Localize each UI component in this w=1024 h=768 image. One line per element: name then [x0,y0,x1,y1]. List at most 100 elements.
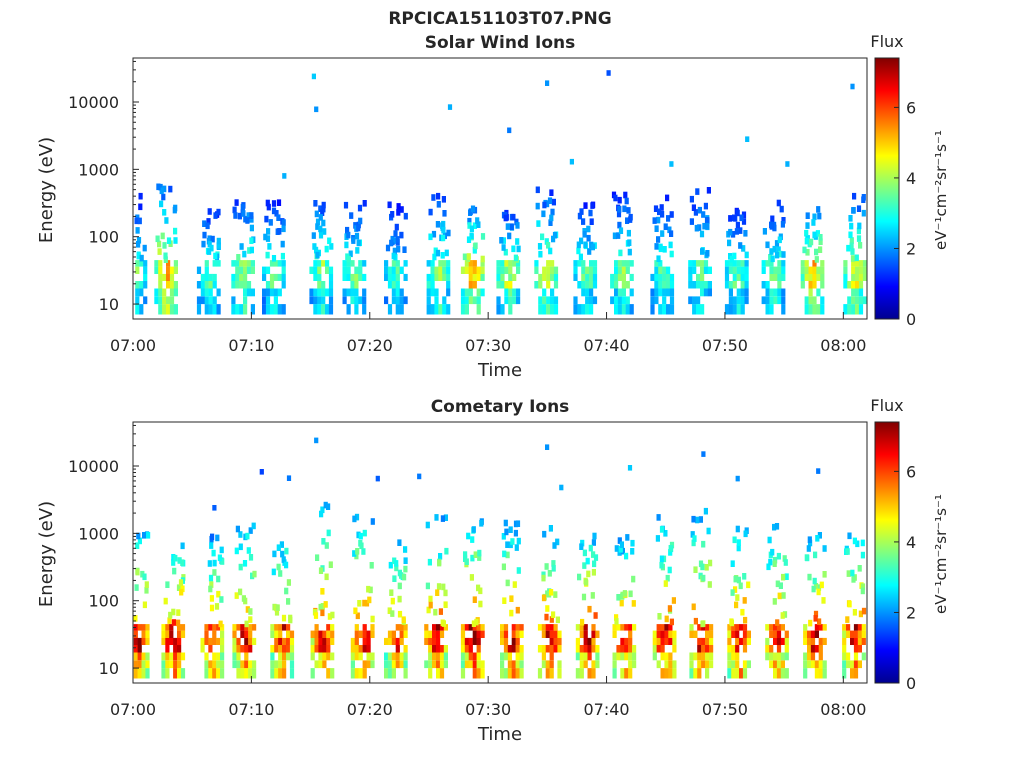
flux-cell [351,237,356,244]
flux-cell [672,630,677,638]
flux-cell [312,243,317,250]
flux-cell [135,288,140,297]
flux-cell [354,513,360,521]
flux-cell [658,273,663,281]
flux-cell [854,254,859,262]
flux-cell [208,668,213,679]
flux-cell [555,538,560,546]
flux-cell [216,590,221,598]
flux-cell [765,645,770,653]
flux-cell [803,668,808,679]
flux-cell [728,266,733,274]
flux-cell [700,266,705,274]
flux-cell [820,296,825,305]
flux-cell [396,245,401,253]
flux-cell [496,260,501,267]
flux-cell [265,199,270,207]
flux-cell [163,597,168,605]
flux-cell [810,630,816,638]
flux-cell [464,296,469,305]
flux-cell [354,552,359,560]
flux-cell [444,249,449,257]
flux-cell [781,251,786,258]
flux-cell [614,288,619,297]
flux-cell [328,561,333,568]
flux-cell [583,637,588,645]
flux-cell [625,281,630,289]
flux-cell [612,232,617,240]
flux-cell [739,214,744,222]
flux-cell [387,281,393,289]
flux-cell [477,554,482,561]
flux-cell [857,645,862,653]
flux-cell [592,296,598,305]
flux-cell [439,645,445,653]
flux-cell [658,243,663,251]
flux-cell [282,652,287,661]
flux-cell [368,586,373,594]
flux-cell [326,645,331,653]
flux-cell [810,660,816,669]
flux-cell [807,652,812,661]
flux-cell [821,597,826,604]
flux-cell [701,624,706,631]
flux-cell [581,288,586,297]
flux-cell [322,645,327,653]
flux-cell [666,215,671,222]
flux-cell [370,630,375,638]
flux-cell [317,288,322,297]
flux-cell [583,660,588,669]
flux-cell [515,606,520,614]
flux-cell [162,288,167,297]
flux-cell [546,304,551,315]
flux-cell [692,266,697,274]
flux-cell [735,624,740,631]
flux-cell [264,215,269,223]
flux-cell [472,668,477,679]
y-tick-label: 10 [99,659,119,678]
flux-cell [141,668,146,679]
flux-cell [696,304,701,315]
flux-cell [780,221,785,228]
flux-cell [466,236,472,243]
flux-cell [325,260,330,267]
flux-cell [631,575,636,583]
flux-cell [669,296,675,305]
flux-cell [656,236,661,243]
flux-cell [310,668,315,679]
flux-cell [432,660,437,669]
flux-cell [162,273,167,281]
flux-cell [289,660,295,669]
flux-cell [439,652,445,661]
flux-cell [668,660,673,669]
flux-cell [204,668,209,679]
flux-cell [326,529,331,537]
flux-cell [668,668,673,679]
flux-cell [593,612,598,619]
flux-cell [579,668,584,679]
flux-cell [158,281,163,289]
flux-cell [508,526,513,533]
flux-cell [515,645,520,653]
flux-cell [744,251,749,259]
x-tick-label: 07:20 [347,336,393,355]
flux-cell [740,281,745,289]
flux-cell [180,585,185,593]
flux-cell [585,266,590,274]
flux-cell [169,288,175,297]
flux-cell [735,660,740,669]
flux-cell [803,630,808,638]
flux-cell [667,605,672,612]
flux-cell [589,218,594,225]
flux-cell [326,503,331,510]
flux-cell [460,624,466,631]
flux-cell [354,637,359,645]
flux-cell [395,260,400,267]
flux-cell [289,652,295,661]
flux-cell [318,660,323,669]
flux-cell [548,247,553,255]
flux-cell [740,260,745,267]
colorbar-tick-label: 4 [906,533,916,552]
flux-cell [855,304,860,315]
